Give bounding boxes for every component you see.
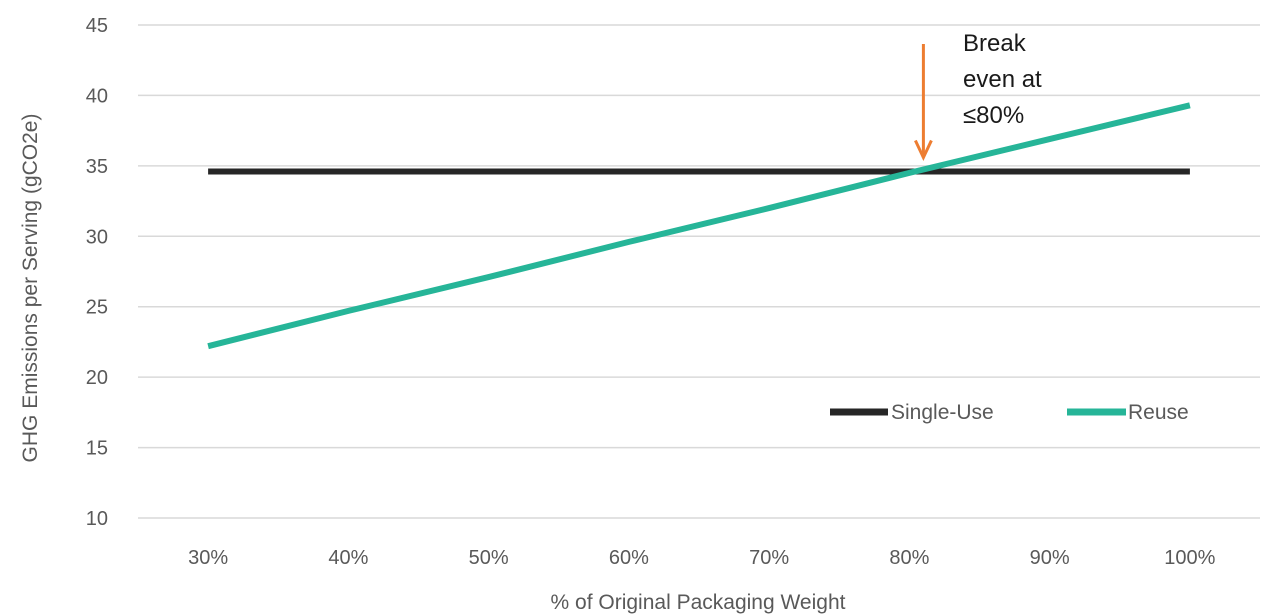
break-even-arrow-head [914, 139, 933, 162]
x-tick-label: 60% [609, 547, 649, 569]
x-tick-label: 50% [469, 547, 509, 569]
y-tick-label: 15 [86, 438, 108, 460]
x-axis-title: % of Original Packaging Weight [551, 591, 846, 614]
y-tick-label: 30 [86, 226, 108, 248]
annotation-line-1: Break [963, 30, 1027, 57]
legend-label-single-use: Single-Use [891, 401, 994, 424]
y-axis-ticks: 10 15 20 25 30 35 40 45 [86, 15, 108, 530]
annotation-line-2: even at [963, 66, 1042, 93]
legend-label-reuse: Reuse [1128, 401, 1189, 424]
series-line-reuse [207, 102, 1191, 350]
y-tick-label: 25 [86, 297, 108, 319]
x-tick-label: 90% [1030, 547, 1070, 569]
y-tick-label: 45 [86, 15, 108, 37]
x-tick-label: 70% [749, 547, 789, 569]
x-tick-label: 30% [188, 547, 228, 569]
y-tick-label: 40 [86, 85, 108, 107]
series-lines [207, 102, 1191, 350]
x-axis-ticks: 30% 40% 50% 60% 70% 80% 90% 100% [188, 547, 1216, 569]
x-tick-label: 100% [1164, 547, 1215, 569]
y-tick-label: 10 [86, 508, 108, 530]
y-tick-label: 20 [86, 367, 108, 389]
x-tick-label: 80% [889, 547, 929, 569]
gridlines [138, 24, 1260, 519]
annotation-line-3: ≤80% [963, 102, 1024, 129]
annotation: Break even at ≤80% [914, 30, 1042, 162]
x-tick-label: 40% [328, 547, 368, 569]
y-tick-label: 35 [86, 156, 108, 178]
y-axis-title: GHG Emissions per Serving (gCO2e) [19, 114, 42, 463]
legend: Single-Use Reuse [830, 401, 1189, 424]
